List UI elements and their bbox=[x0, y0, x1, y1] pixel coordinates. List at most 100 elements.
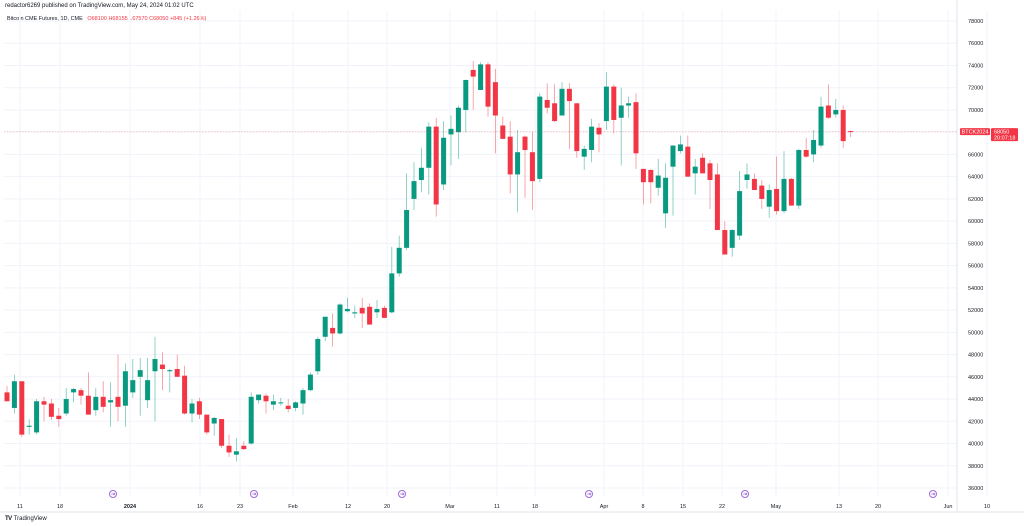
candle bbox=[233, 437, 239, 462]
candle bbox=[63, 387, 69, 416]
price-tick-label: 66000 bbox=[968, 152, 983, 158]
candle bbox=[337, 303, 343, 335]
candle bbox=[174, 354, 180, 377]
earnings-event-icon[interactable] bbox=[109, 490, 117, 498]
price-tick-label: 76000 bbox=[968, 41, 983, 47]
candle bbox=[655, 158, 661, 196]
candle bbox=[470, 61, 476, 110]
low-value: 67570 bbox=[132, 16, 148, 22]
candle bbox=[167, 369, 173, 393]
candle bbox=[374, 300, 380, 318]
candle bbox=[500, 116, 506, 139]
candle bbox=[796, 148, 802, 209]
candle bbox=[248, 392, 254, 445]
publisher-line: redactor6269 published on TradingView.co… bbox=[5, 3, 194, 9]
time-tick-label: Feb bbox=[288, 504, 297, 510]
time-tick-label: 10 bbox=[984, 504, 990, 510]
candle bbox=[463, 79, 469, 133]
candle bbox=[759, 180, 765, 209]
price-tick-label: 46000 bbox=[968, 375, 983, 381]
candle bbox=[581, 145, 587, 170]
candle bbox=[537, 93, 543, 183]
candle bbox=[381, 305, 387, 318]
candle bbox=[825, 84, 831, 119]
candle bbox=[256, 394, 262, 404]
candle bbox=[11, 374, 17, 414]
candle bbox=[204, 414, 210, 435]
change-value: +845 (+1.26%) bbox=[169, 16, 207, 22]
earnings-event-icon[interactable] bbox=[929, 490, 937, 498]
time-tick-label: Apr bbox=[600, 504, 609, 510]
candle bbox=[603, 72, 609, 130]
candle bbox=[100, 381, 106, 413]
candle bbox=[182, 365, 188, 415]
candle bbox=[4, 385, 10, 402]
candle bbox=[263, 393, 269, 414]
price-tag-symbol: BTCK2024 bbox=[962, 130, 989, 136]
candle bbox=[389, 246, 395, 314]
close-value: 68050 bbox=[153, 16, 169, 22]
earnings-event-icon[interactable] bbox=[741, 490, 749, 498]
candle bbox=[145, 357, 151, 408]
price-tick-label: 44000 bbox=[968, 397, 983, 403]
candle bbox=[663, 163, 669, 228]
candle bbox=[507, 121, 513, 194]
time-tick-label: 8 bbox=[641, 504, 644, 510]
candle bbox=[515, 129, 521, 213]
candle bbox=[137, 357, 143, 416]
candle bbox=[78, 387, 84, 405]
candle bbox=[692, 158, 698, 195]
price-tick-label: 78000 bbox=[968, 19, 983, 25]
candle bbox=[737, 171, 743, 241]
candle bbox=[293, 401, 299, 412]
earnings-event-icon[interactable] bbox=[250, 490, 258, 498]
candle bbox=[219, 419, 225, 448]
candle bbox=[34, 399, 40, 435]
price-tick-label: 72000 bbox=[968, 86, 983, 92]
price-axis[interactable]: 36000 38000 40000 42000 44000 46000 48000 50000… bbox=[968, 19, 983, 492]
candle bbox=[226, 434, 232, 457]
candle bbox=[626, 96, 632, 118]
candle bbox=[396, 235, 402, 277]
candle bbox=[307, 372, 313, 392]
price-tick-label: 38000 bbox=[968, 464, 983, 470]
candle bbox=[330, 313, 336, 347]
symbol-description: Bitcoin CME Futures, 1D, CME bbox=[7, 16, 83, 22]
price-tick-label: 52000 bbox=[968, 308, 983, 314]
price-tick-label: 64000 bbox=[968, 175, 983, 181]
tradingview-logo-icon: TV bbox=[5, 516, 12, 522]
time-tick-label: 18 bbox=[57, 504, 63, 510]
candle bbox=[677, 135, 683, 154]
candle bbox=[26, 419, 32, 435]
candle bbox=[41, 396, 47, 422]
price-tick-label: 58000 bbox=[968, 241, 983, 247]
candle bbox=[596, 123, 602, 153]
time-tick-label: 20 bbox=[875, 504, 881, 510]
candle bbox=[618, 87, 624, 166]
time-tick-label: 16 bbox=[197, 504, 203, 510]
high-label: H bbox=[108, 16, 113, 22]
candle bbox=[71, 387, 77, 403]
high-value: 68155 bbox=[112, 16, 128, 22]
open-value: 68100 bbox=[91, 16, 107, 22]
price-tick-label: 42000 bbox=[968, 419, 983, 425]
time-tick-label: 13 bbox=[836, 504, 842, 510]
time-axis[interactable]: 11 18 2024 16 23 Feb 12 20 Mar 11 18 Apr 8 15 22 May 13 2… bbox=[17, 504, 990, 510]
candle bbox=[56, 407, 62, 427]
candle bbox=[285, 399, 291, 413]
candle bbox=[85, 372, 91, 415]
candle bbox=[367, 303, 373, 325]
time-tick-label: Jun bbox=[944, 504, 953, 510]
candle bbox=[611, 84, 617, 134]
time-tick-label: May bbox=[771, 504, 782, 510]
candle bbox=[811, 129, 817, 163]
candle bbox=[744, 163, 750, 189]
earnings-event-icon[interactable] bbox=[585, 490, 593, 498]
time-tick-label: 11 bbox=[17, 504, 23, 510]
candle bbox=[19, 381, 25, 437]
earnings-event-icon[interactable] bbox=[398, 490, 406, 498]
candle bbox=[189, 399, 195, 423]
price-tick-label: 48000 bbox=[968, 353, 983, 359]
